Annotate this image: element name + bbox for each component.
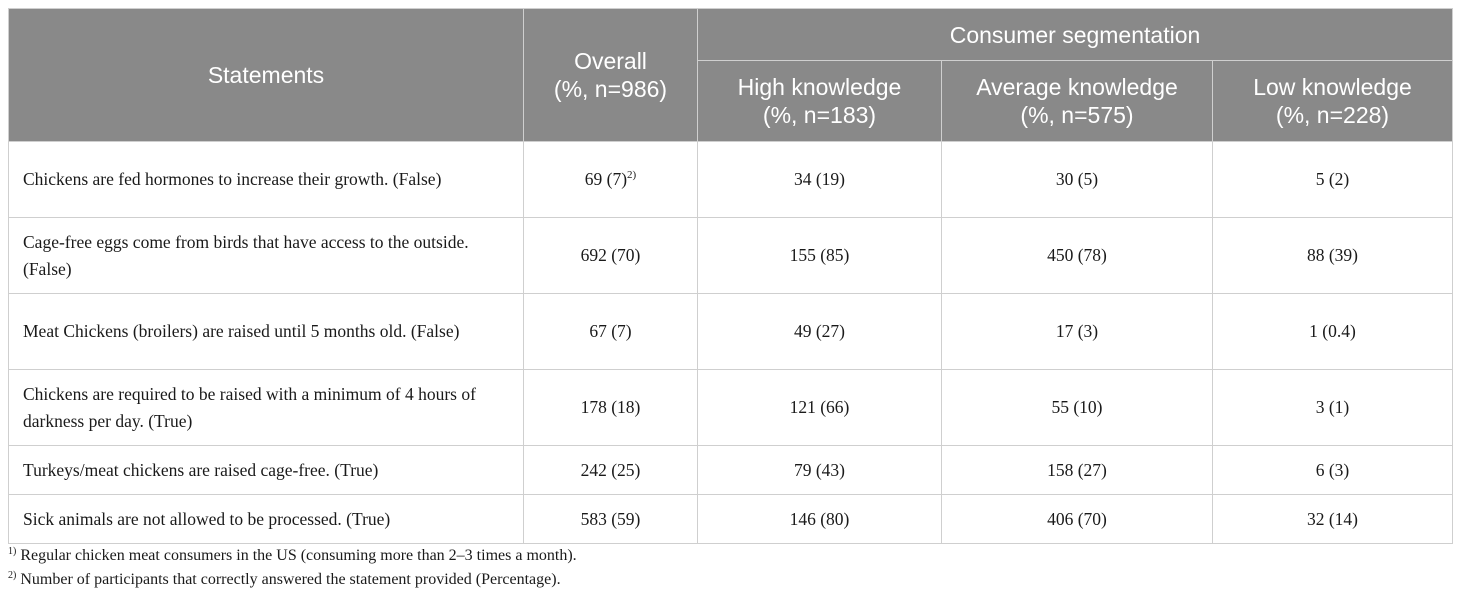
header-average-line2: (%, n=575) — [1020, 102, 1134, 128]
overall-cell: 583 (59) — [523, 494, 698, 544]
low-cell: 32 (14) — [1212, 494, 1453, 544]
overall-cell: 178 (18) — [523, 369, 698, 446]
header-high-line2: (%, n=183) — [762, 102, 877, 128]
header-low-line1: Low knowledge — [1253, 74, 1412, 100]
header-statements: Statements — [8, 8, 524, 142]
average-cell: 30 (5) — [941, 141, 1213, 218]
overall-cell: 69 (7)2) — [523, 141, 698, 218]
statement-cell: Turkeys/meat chickens are raised cage-fr… — [8, 445, 524, 495]
statement-cell: Meat Chickens (broilers) are raised unti… — [8, 293, 524, 370]
overall-value: 69 (7) — [584, 169, 628, 189]
average-cell: 450 (78) — [941, 217, 1213, 294]
header-high-line1: High knowledge — [737, 74, 902, 100]
table-row: Cage-free eggs come from birds that have… — [8, 217, 1453, 294]
low-cell: 1 (0.4) — [1212, 293, 1453, 370]
footnote-2-marker: 2) — [8, 570, 17, 581]
high-cell: 155 (85) — [697, 217, 942, 294]
footnote-1-text: Regular chicken meat consumers in the US… — [20, 547, 577, 564]
footnote-1-marker: 1) — [8, 546, 17, 557]
statement-cell: Chickens are required to be raised with … — [8, 369, 524, 446]
footnote-marker: 2) — [627, 169, 637, 181]
overall-cell: 242 (25) — [523, 445, 698, 495]
header-overall-line2: (%, n=986) — [553, 76, 668, 102]
high-cell: 79 (43) — [697, 445, 942, 495]
average-cell: 17 (3) — [941, 293, 1213, 370]
average-cell: 158 (27) — [941, 445, 1213, 495]
high-cell: 34 (19) — [697, 141, 942, 218]
header-high-knowledge: High knowledge (%, n=183) — [697, 60, 942, 142]
low-cell: 3 (1) — [1212, 369, 1453, 446]
table-row: Turkeys/meat chickens are raised cage-fr… — [8, 445, 1453, 495]
low-cell: 6 (3) — [1212, 445, 1453, 495]
header-consumer-segmentation: Consumer segmentation — [697, 8, 1453, 61]
overall-cell: 67 (7) — [523, 293, 698, 370]
average-cell: 406 (70) — [941, 494, 1213, 544]
table-row: Chickens are fed hormones to increase th… — [8, 141, 1453, 218]
overall-cell: 692 (70) — [523, 217, 698, 294]
knowledge-table: Statements Overall (%, n=986) Consumer s… — [8, 8, 1453, 544]
data-table-container: Statements Overall (%, n=986) Consumer s… — [8, 8, 1453, 544]
table-row: Meat Chickens (broilers) are raised unti… — [8, 293, 1453, 370]
header-overall: Overall (%, n=986) — [523, 8, 698, 142]
header-low-knowledge: Low knowledge (%, n=228) — [1212, 60, 1453, 142]
footnote-1: 1) Regular chicken meat consumers in the… — [8, 544, 577, 568]
header-average-line1: Average knowledge — [976, 74, 1178, 100]
footnote-2: 2) Number of participants that correctly… — [8, 568, 577, 592]
header-overall-line1: Overall — [574, 48, 647, 74]
high-cell: 121 (66) — [697, 369, 942, 446]
footnotes: 1) Regular chicken meat consumers in the… — [8, 544, 577, 592]
table-row: Sick animals are not allowed to be proce… — [8, 494, 1453, 544]
low-cell: 5 (2) — [1212, 141, 1453, 218]
statement-cell: Cage-free eggs come from birds that have… — [8, 217, 524, 294]
footnote-2-text: Number of participants that correctly an… — [20, 571, 561, 588]
header-average-knowledge: Average knowledge (%, n=575) — [941, 60, 1213, 142]
table-row: Chickens are required to be raised with … — [8, 369, 1453, 446]
header-low-line2: (%, n=228) — [1275, 102, 1390, 128]
statement-cell: Sick animals are not allowed to be proce… — [8, 494, 524, 544]
high-cell: 146 (80) — [697, 494, 942, 544]
average-cell: 55 (10) — [941, 369, 1213, 446]
high-cell: 49 (27) — [697, 293, 942, 370]
low-cell: 88 (39) — [1212, 217, 1453, 294]
statement-cell: Chickens are fed hormones to increase th… — [8, 141, 524, 218]
table-body: Chickens are fed hormones to increase th… — [8, 141, 1453, 544]
table-header: Statements Overall (%, n=986) Consumer s… — [8, 8, 1453, 142]
